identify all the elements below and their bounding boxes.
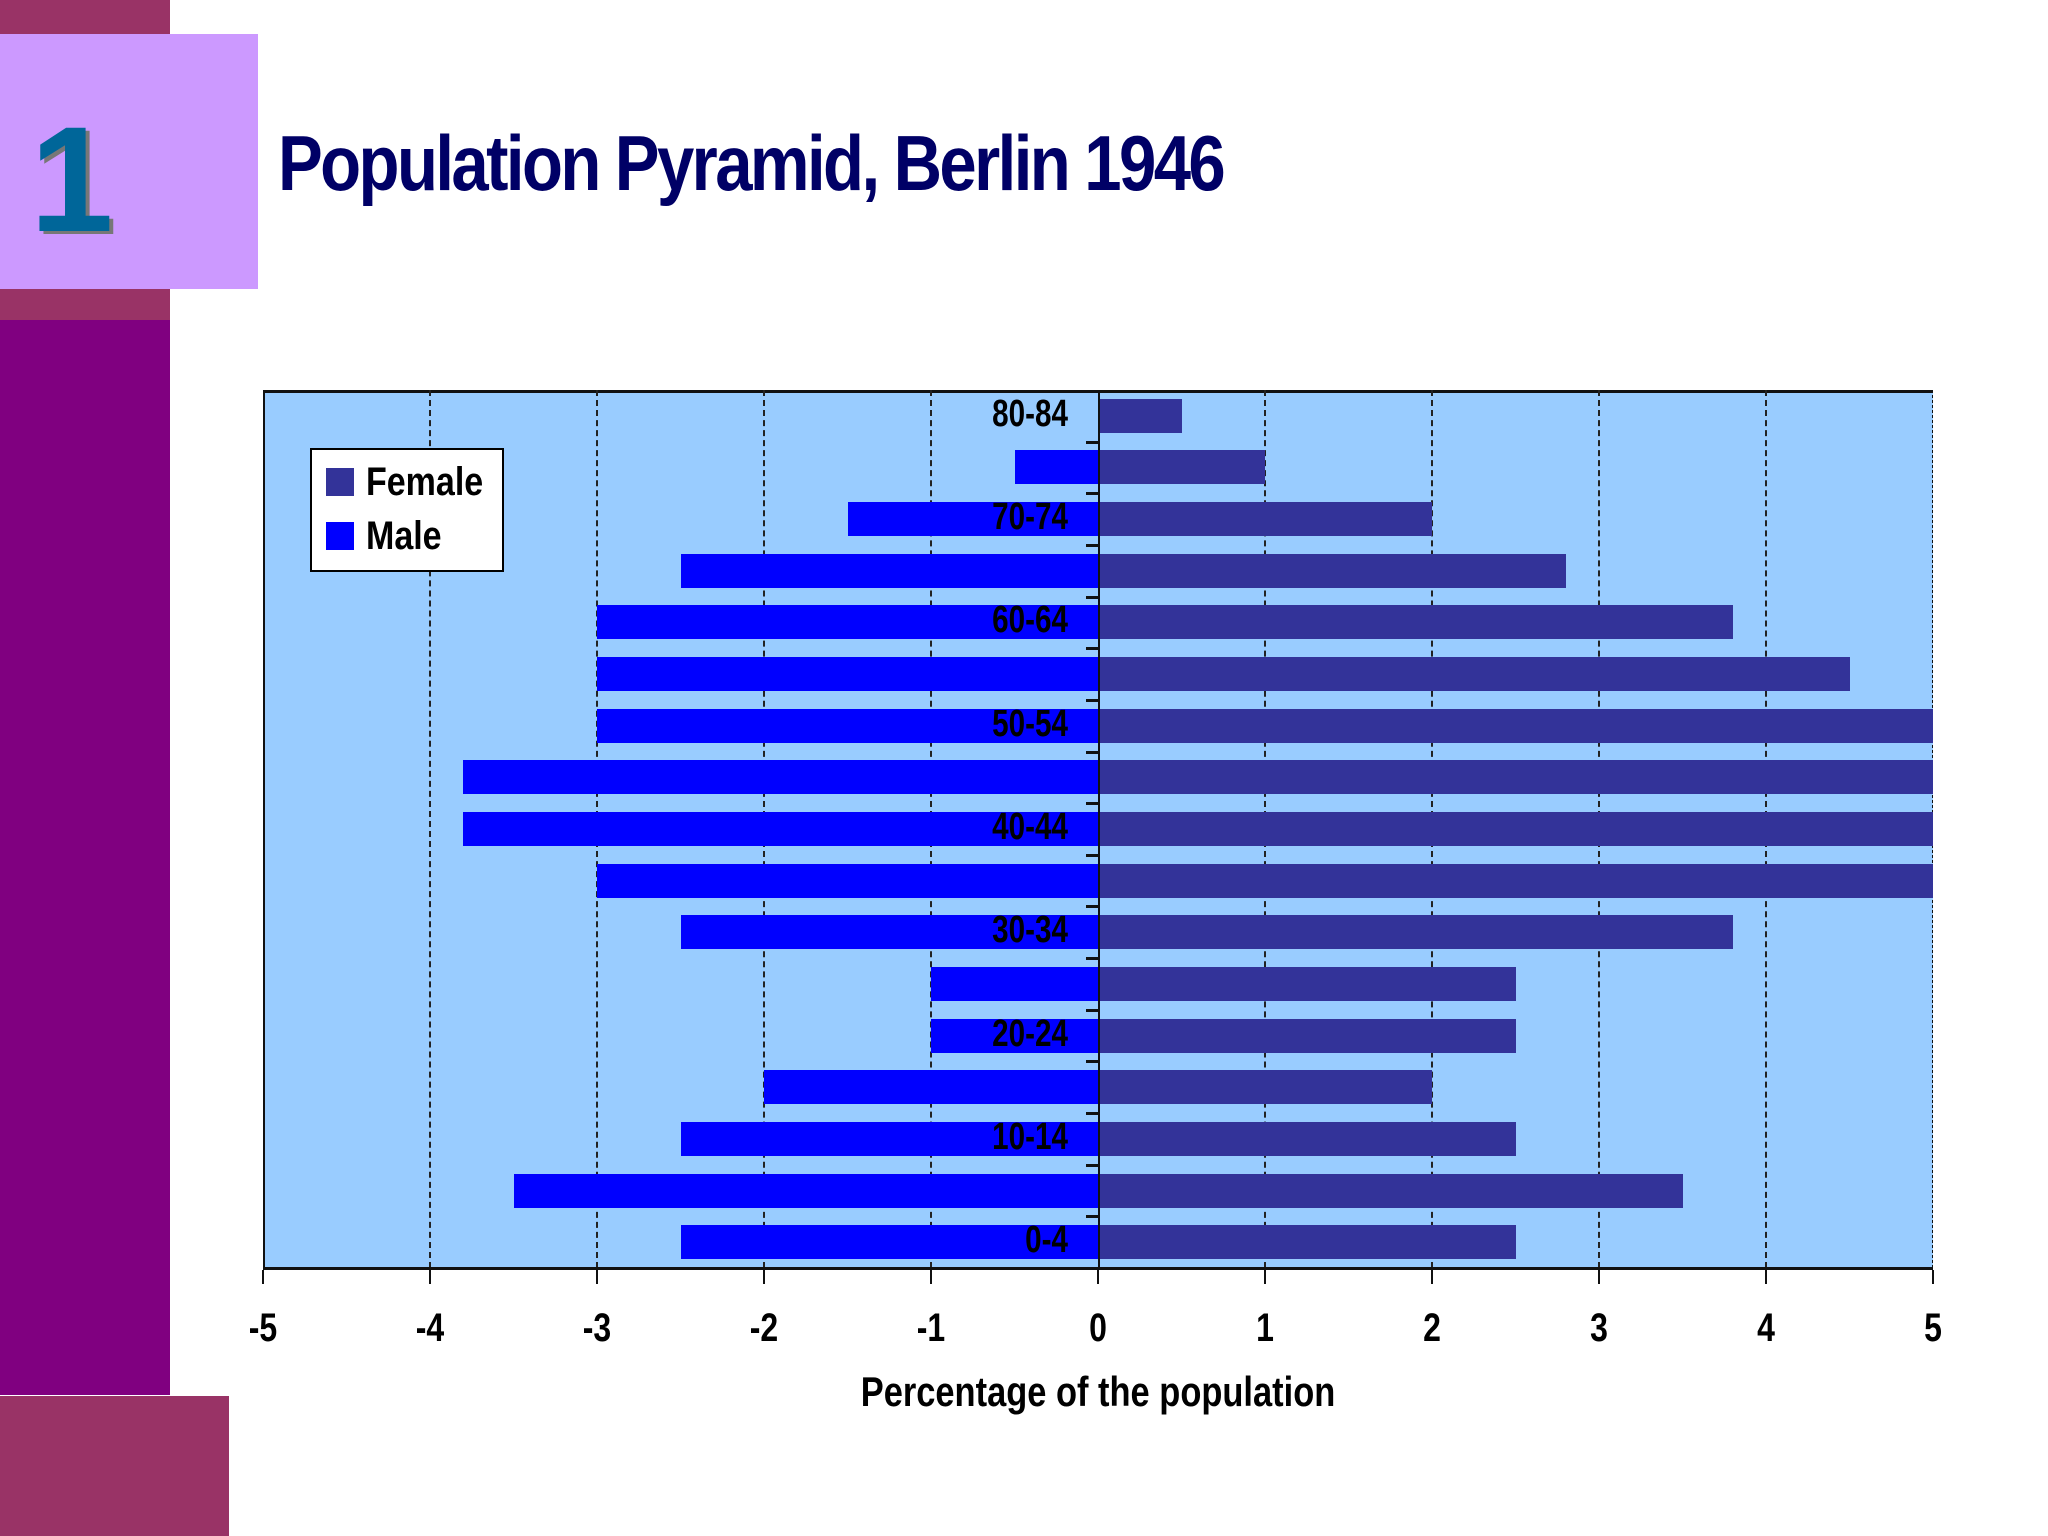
age-label: 50-54 xyxy=(992,702,1068,745)
bar-female-5-9 xyxy=(1098,1173,1683,1208)
bar-male-35-39 xyxy=(597,863,1098,898)
bar-male-45-49 xyxy=(463,760,1098,795)
x-tick-label: 1 xyxy=(1256,1306,1274,1350)
bar-male-10-14 xyxy=(680,1121,1098,1156)
y-tick xyxy=(1086,802,1098,806)
slide-title: Population Pyramid, Berlin 1946 xyxy=(278,119,1226,207)
bar-female-70-74 xyxy=(1098,502,1432,537)
x-tick-label: -5 xyxy=(248,1306,278,1350)
x-tick-label: -2 xyxy=(749,1306,779,1350)
y-tick xyxy=(1086,595,1098,599)
age-label: 30-34 xyxy=(992,909,1068,952)
x-tick-label: 2 xyxy=(1423,1306,1441,1350)
x-tick xyxy=(429,1270,431,1284)
x-tick-label: 3 xyxy=(1590,1306,1608,1350)
x-tick xyxy=(1765,1270,1767,1284)
age-label: 40-44 xyxy=(992,806,1068,848)
legend-label-female: Female xyxy=(366,459,484,504)
x-tick xyxy=(1097,1270,1099,1284)
bar-male-55-59 xyxy=(597,657,1098,692)
y-tick xyxy=(1086,1060,1098,1064)
bar-male-25-29 xyxy=(931,966,1098,1001)
y-tick xyxy=(1086,1215,1098,1219)
x-tick xyxy=(262,1270,264,1284)
gridline xyxy=(429,390,431,1268)
bar-female-75-79 xyxy=(1098,450,1265,485)
y-tick xyxy=(1086,647,1098,651)
x-tick-label: -4 xyxy=(415,1306,445,1350)
male-swatch-icon xyxy=(326,522,354,550)
bar-female-0-4 xyxy=(1098,1225,1516,1260)
y-tick xyxy=(1086,1008,1098,1012)
female-swatch-icon xyxy=(326,468,354,496)
bar-female-80-84 xyxy=(1098,398,1182,433)
decorative-bottom-block xyxy=(0,1396,229,1536)
x-axis-title: Percentage of the population xyxy=(860,1368,1336,1415)
bar-male-75-79 xyxy=(1014,450,1098,485)
y-tick xyxy=(1086,957,1098,961)
age-label: 20-24 xyxy=(992,1012,1068,1055)
bar-female-40-44 xyxy=(1098,812,1933,846)
bar-female-10-14 xyxy=(1098,1121,1516,1156)
bar-male-40-44 xyxy=(463,812,1098,846)
bar-male-5-9 xyxy=(513,1173,1098,1208)
x-tick xyxy=(1598,1270,1600,1284)
bar-male-30-34 xyxy=(680,915,1098,950)
bar-female-30-34 xyxy=(1098,915,1733,950)
age-label: 60-64 xyxy=(992,599,1068,642)
y-tick xyxy=(1086,698,1098,702)
bar-male-0-4 xyxy=(680,1225,1098,1260)
bar-female-50-54 xyxy=(1098,708,1933,743)
bar-male-60-64 xyxy=(597,605,1098,640)
bar-female-25-29 xyxy=(1098,966,1516,1001)
y-tick xyxy=(1086,750,1098,754)
x-tick-label: 5 xyxy=(1924,1306,1942,1350)
bar-female-20-24 xyxy=(1098,1018,1516,1053)
x-tick xyxy=(596,1270,598,1284)
y-tick xyxy=(1086,1163,1098,1167)
legend-item-female: Female xyxy=(326,459,504,504)
y-tick xyxy=(1086,905,1098,909)
age-label: 70-74 xyxy=(992,496,1068,539)
bar-female-60-64 xyxy=(1098,605,1733,640)
legend-item-male: Male xyxy=(326,513,455,558)
x-tick xyxy=(1264,1270,1266,1284)
x-tick xyxy=(763,1270,765,1284)
y-axis-line xyxy=(1098,390,1100,1268)
bar-male-50-54 xyxy=(597,708,1098,743)
x-axis-line xyxy=(263,1267,1933,1270)
bar-female-45-49 xyxy=(1098,760,1933,795)
bar-female-15-19 xyxy=(1098,1070,1432,1105)
decorative-sidebar xyxy=(0,320,170,1395)
y-tick xyxy=(1086,1112,1098,1116)
legend-label-male: Male xyxy=(366,513,442,558)
y-tick xyxy=(1086,492,1098,496)
bar-male-15-19 xyxy=(764,1070,1098,1105)
y-tick xyxy=(1086,543,1098,547)
bar-male-20-24 xyxy=(931,1018,1098,1053)
bar-female-35-39 xyxy=(1098,863,1933,898)
x-tick-label: -3 xyxy=(582,1306,612,1350)
x-tick-label: 4 xyxy=(1757,1306,1775,1350)
decorative-top-strip xyxy=(0,0,170,34)
age-label: 0-4 xyxy=(1025,1219,1068,1262)
slide-number-box: 1 xyxy=(0,34,258,289)
bar-female-55-59 xyxy=(1098,657,1850,692)
decorative-band xyxy=(0,288,170,320)
y-tick xyxy=(1086,853,1098,857)
x-tick xyxy=(1932,1270,1934,1284)
x-tick xyxy=(1431,1270,1433,1284)
legend: Female Male xyxy=(310,448,504,572)
y-tick xyxy=(1086,440,1098,444)
x-tick-label: -1 xyxy=(916,1306,946,1350)
x-tick-label: 0 xyxy=(1089,1306,1107,1350)
age-label: 10-14 xyxy=(992,1115,1068,1158)
slide-number: 1 xyxy=(30,95,114,263)
bar-female-65-69 xyxy=(1098,553,1566,588)
bar-male-65-69 xyxy=(680,553,1098,588)
x-tick xyxy=(930,1270,932,1284)
age-label: 80-84 xyxy=(992,392,1068,435)
bar-male-70-74 xyxy=(847,502,1098,537)
